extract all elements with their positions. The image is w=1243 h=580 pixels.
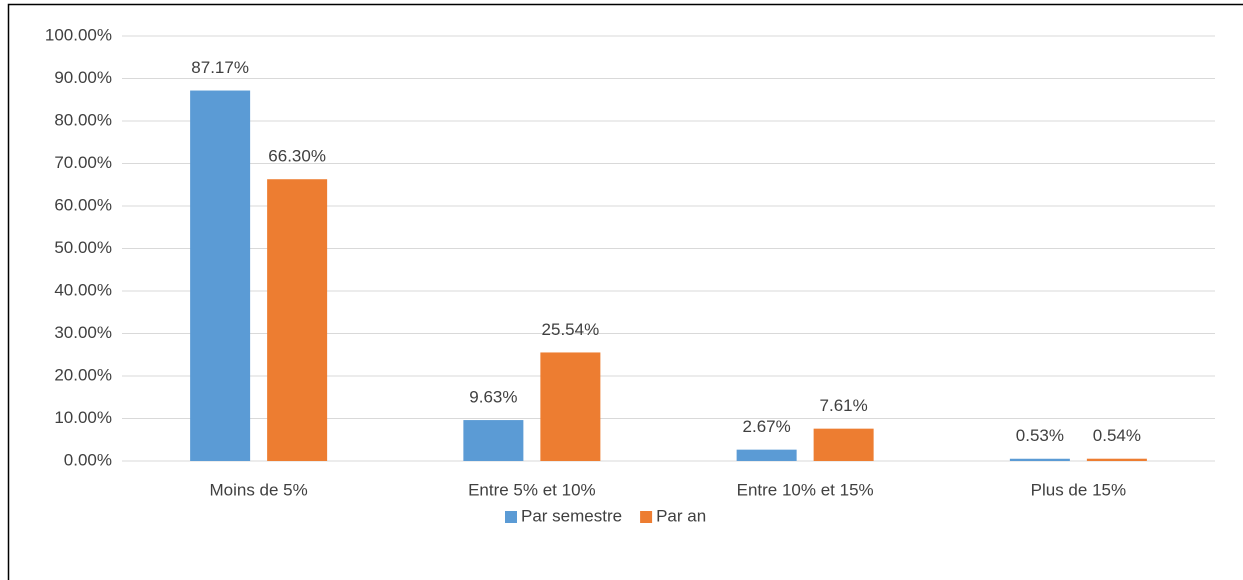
bar bbox=[267, 179, 328, 461]
data-label: 87.17% bbox=[191, 58, 249, 77]
y-tick-label: 90.00% bbox=[54, 68, 112, 87]
data-label: 0.53% bbox=[1016, 426, 1064, 445]
data-label: 25.54% bbox=[542, 320, 600, 339]
legend-label: Par an bbox=[656, 506, 706, 525]
bar bbox=[540, 352, 601, 461]
data-label: 7.61% bbox=[820, 396, 868, 415]
y-tick-label: 70.00% bbox=[54, 153, 112, 172]
data-label: 0.54% bbox=[1093, 426, 1141, 445]
x-tick-label: Entre 10% et 15% bbox=[737, 480, 874, 499]
x-tick-label: Moins de 5% bbox=[209, 480, 307, 499]
bar bbox=[736, 449, 797, 461]
y-tick-label: 30.00% bbox=[54, 323, 112, 342]
legend-label: Par semestre bbox=[521, 506, 622, 525]
y-tick-label: 40.00% bbox=[54, 280, 112, 299]
data-label: 2.67% bbox=[743, 417, 791, 436]
y-tick-label: 0.00% bbox=[64, 450, 112, 469]
legend-swatch bbox=[640, 511, 653, 523]
legend-swatch bbox=[505, 511, 517, 523]
y-tick-label: 60.00% bbox=[54, 195, 112, 214]
bar bbox=[1086, 458, 1147, 461]
x-tick-label: Entre 5% et 10% bbox=[468, 480, 596, 499]
bar bbox=[813, 428, 874, 461]
y-tick-label: 50.00% bbox=[54, 238, 112, 257]
chart-border bbox=[7, 3, 1243, 580]
x-tick-label: Plus de 15% bbox=[1031, 480, 1126, 499]
bar bbox=[463, 420, 524, 461]
y-tick-label: 20.00% bbox=[54, 365, 112, 384]
data-label: 9.63% bbox=[469, 388, 517, 407]
y-tick-label: 10.00% bbox=[54, 408, 112, 427]
y-tick-label: 80.00% bbox=[54, 110, 112, 129]
data-label: 66.30% bbox=[268, 147, 326, 166]
y-tick-label: 100.00% bbox=[45, 25, 112, 44]
bar bbox=[1009, 458, 1070, 461]
bar bbox=[190, 90, 251, 461]
